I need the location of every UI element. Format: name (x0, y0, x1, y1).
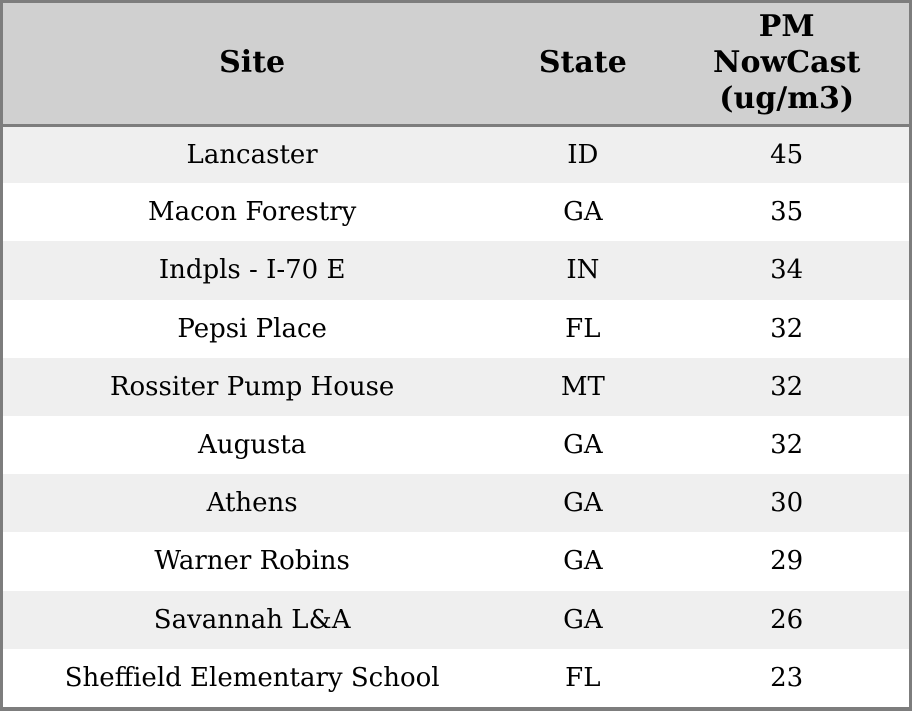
site-cell: Warner Robins (154, 546, 350, 577)
state-cell: GA (563, 197, 603, 228)
pm-value-cell: 45 (770, 139, 804, 170)
table-row: Augusta GA 32 (3, 415, 909, 475)
table-row: Lancaster ID 45 (3, 125, 909, 184)
site-cell: Rossiter Pump House (109, 371, 395, 402)
pm-value-cell: 26 (770, 604, 804, 635)
state-cell: GA (563, 604, 603, 635)
state-cell: FL (565, 662, 601, 693)
table-row: Sheffield Elementary School FL 23 (3, 648, 909, 707)
pm-nowcast-table: Site State PM NowCast (ug/m3) Lancaster … (3, 3, 909, 707)
state-cell: GA (563, 546, 603, 577)
column-header-site: Site (3, 3, 502, 127)
table-row: Indpls - I-70 E IN 34 (3, 241, 909, 300)
pm-value-cell: 32 (770, 371, 804, 402)
site-cell: Indpls - I-70 E (158, 255, 346, 286)
pm-value-cell: 32 (770, 430, 804, 461)
state-cell: MT (560, 371, 605, 402)
site-cell: Augusta (198, 430, 307, 461)
site-cell: Pepsi Place (177, 313, 327, 344)
table-row: Savannah L&A GA 26 (3, 590, 909, 649)
table-row: Athens GA 30 (3, 474, 909, 533)
column-header-state: State (501, 3, 665, 127)
pm-value-cell: 34 (770, 255, 804, 286)
site-cell: Macon Forestry (147, 197, 357, 228)
state-cell: IN (566, 255, 600, 286)
site-cell: Savannah L&A (153, 604, 351, 635)
state-cell: GA (563, 430, 603, 461)
pm-value-cell: 29 (770, 546, 804, 577)
pm-value-cell: 30 (770, 488, 804, 519)
table-row: Pepsi Place FL 32 (3, 299, 909, 358)
state-cell: FL (565, 313, 601, 344)
table-header: Site State PM NowCast (ug/m3) (3, 3, 909, 127)
table-row: Warner Robins GA 29 (3, 532, 909, 591)
table-body: Lancaster ID 45 Macon Forestry GA 35 Ind… (3, 125, 909, 707)
table-row: Macon Forestry GA 35 (3, 183, 909, 242)
column-header-pm-nowcast: PM NowCast (ug/m3) (664, 3, 909, 127)
pm-value-cell: 23 (770, 662, 804, 693)
pm-value-cell: 32 (770, 313, 804, 344)
pm-value-cell: 35 (770, 197, 804, 228)
table-row: Rossiter Pump House MT 32 (3, 357, 909, 416)
state-cell: GA (563, 488, 603, 519)
state-cell: ID (567, 139, 599, 170)
site-cell: Lancaster (186, 139, 318, 170)
site-cell: Athens (206, 488, 298, 519)
site-cell: Sheffield Elementary School (64, 662, 440, 693)
header-row: Site State PM NowCast (ug/m3) (3, 3, 909, 127)
